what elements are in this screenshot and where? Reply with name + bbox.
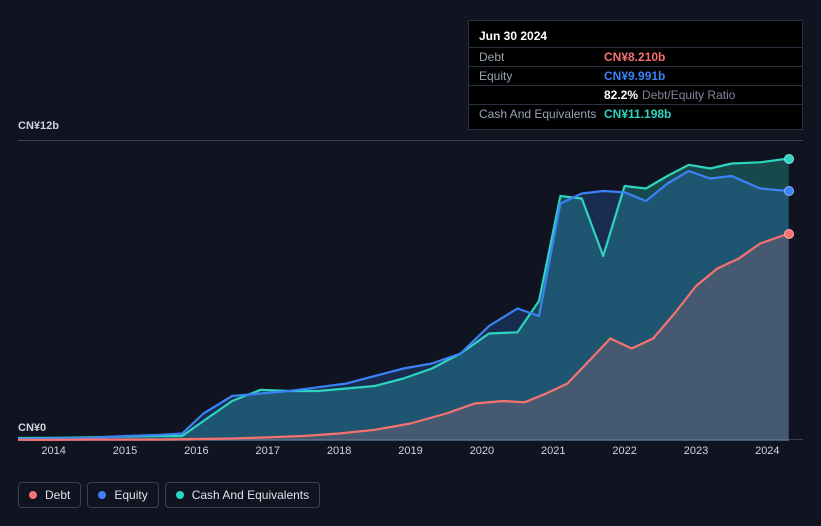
tooltip-row-sub: Debt/Equity Ratio	[642, 88, 735, 102]
x-axis-label: 2017	[256, 445, 280, 457]
x-axis-label: 2019	[398, 445, 422, 457]
tooltip-row-label: Debt	[479, 50, 604, 64]
tooltip-row-label	[479, 88, 604, 102]
tooltip-row: 82.2%Debt/Equity Ratio	[469, 85, 802, 104]
tooltip-date: Jun 30 2024	[469, 27, 802, 47]
x-axis-label: 2015	[113, 445, 137, 457]
chart-area: CN¥12b CN¥0 2014201520162017201820192020…	[18, 120, 803, 460]
legend-swatch	[98, 491, 106, 499]
tooltip-row: EquityCN¥9.991b	[469, 66, 802, 85]
tooltip-row-label: Cash And Equivalents	[479, 107, 604, 121]
legend-label: Debt	[45, 488, 70, 502]
tooltip-row-value: CN¥9.991b	[604, 69, 665, 83]
legend-item[interactable]: Debt	[18, 482, 81, 508]
x-axis-label: 2022	[612, 445, 636, 457]
x-axis-label: 2016	[184, 445, 208, 457]
legend-item[interactable]: Equity	[87, 482, 158, 508]
tooltip-row: DebtCN¥8.210b	[469, 47, 802, 66]
x-axis-label: 2023	[684, 445, 708, 457]
chart-svg	[18, 141, 803, 441]
legend: Debt Equity Cash And Equivalents	[18, 482, 320, 508]
series-end-marker	[784, 186, 794, 196]
x-axis-label: 2014	[41, 445, 65, 457]
legend-label: Cash And Equivalents	[192, 488, 309, 502]
x-axis-label: 2020	[470, 445, 494, 457]
plot-region[interactable]	[18, 140, 803, 440]
legend-label: Equity	[114, 488, 147, 502]
tooltip-row-value: CN¥8.210b	[604, 50, 665, 64]
series-end-marker	[784, 154, 794, 164]
x-axis-labels: 2014 2015 2016 2017 2018 2019 2020 2021 2022 2023…	[18, 445, 803, 461]
legend-swatch	[29, 491, 37, 499]
x-axis-label: 2024	[755, 445, 779, 457]
x-axis-label: 2018	[327, 445, 351, 457]
series-end-marker	[784, 229, 794, 239]
tooltip-row-value: 82.2%Debt/Equity Ratio	[604, 88, 735, 102]
y-axis-max-label: CN¥12b	[18, 120, 59, 132]
x-axis-label: 2021	[541, 445, 565, 457]
legend-item[interactable]: Cash And Equivalents	[165, 482, 320, 508]
data-tooltip: Jun 30 2024 DebtCN¥8.210bEquityCN¥9.991b…	[468, 20, 803, 130]
tooltip-row-label: Equity	[479, 69, 604, 83]
tooltip-row-value: CN¥11.198b	[604, 107, 671, 121]
legend-swatch	[176, 491, 184, 499]
